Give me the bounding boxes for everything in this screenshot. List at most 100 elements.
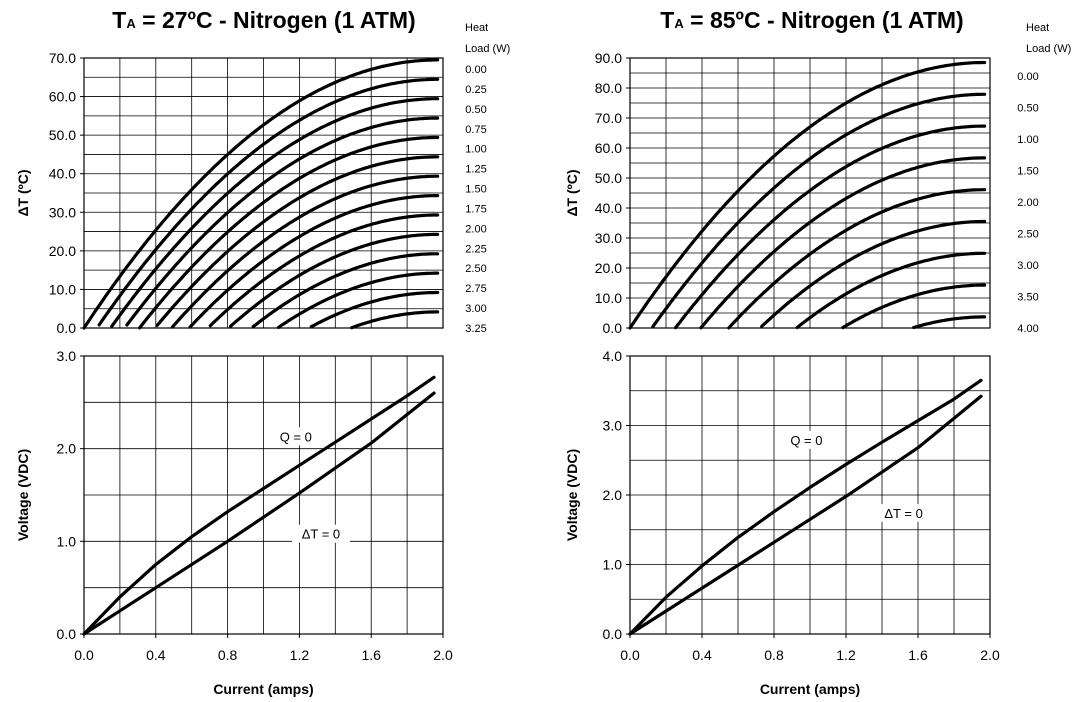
series-line-0.00 (82, 58, 440, 330)
series-line-delta-t-zero (82, 391, 436, 636)
legend-entry: 4.00 (1017, 323, 1038, 335)
series-line-3.00 (795, 251, 987, 330)
legend-title: Heat (465, 22, 488, 34)
series-line-2.00 (208, 213, 440, 328)
series-line-4.00 (912, 315, 987, 330)
y-axis-label: Voltage (VDC) (15, 449, 31, 541)
delta-t-chart: 0.0 10.0 20.0 30.0 40.0 50.0 60.0 70.0 ΔT (ºC) 0.… (15, 50, 487, 336)
x-tick-label: 1.6 (361, 647, 381, 663)
legend-title: Load (W) (465, 43, 510, 55)
legend-entry: 3.00 (465, 303, 486, 315)
series-line-0.00 (628, 60, 987, 330)
y-tick-label: 2.0 (57, 441, 77, 457)
chart-title: TA = 85ºC - Nitrogen (1 ATM) (660, 7, 963, 33)
y-tick-label: 70.0 (595, 110, 622, 126)
series-line-1.50 (170, 174, 440, 329)
y-tick-label: 3.0 (603, 418, 623, 434)
chart-title: TA = 27ºC - Nitrogen (1 ATM) (112, 7, 415, 33)
x-tick-label: 0.0 (620, 647, 640, 663)
x-tick-label: 0.8 (218, 647, 238, 663)
right-panel: TA = 85ºC - Nitrogen (1 ATM) 0.0 10.0 20.0 3… (564, 7, 1071, 697)
delta-t-chart: 0.0 10.0 20.0 30.0 40.0 50.0 60.0 70.0 80.0 90.0 Δ… (564, 50, 1039, 336)
annotation-background (291, 524, 350, 543)
legend-entry: 3.50 (1017, 292, 1038, 304)
x-tick-label: 0.4 (146, 647, 166, 663)
legend-entry: 1.00 (465, 144, 486, 156)
y-tick-label: 50.0 (595, 170, 622, 186)
legend-entry: 3.25 (465, 323, 486, 335)
y-tick-label: 2.0 (603, 487, 623, 503)
series-line-1.75 (188, 194, 440, 329)
y-tick-label: 20.0 (595, 260, 622, 276)
y-tick-label: 0.0 (603, 320, 623, 336)
x-tick-label: 0.4 (692, 647, 712, 663)
y-tick-label: 40.0 (49, 166, 76, 182)
x-tick-label: 2.0 (433, 647, 453, 663)
x-tick-label: 2.0 (980, 647, 1000, 663)
annotation-label: ΔT = 0 (884, 506, 922, 521)
legend-entry: 1.50 (465, 184, 486, 196)
plot-frame (629, 57, 991, 329)
series-line-2.00 (727, 188, 987, 330)
y-tick-label: 3.0 (57, 348, 77, 364)
legend-entry: 2.50 (1017, 229, 1038, 241)
series-line-3.25 (350, 310, 440, 330)
x-tick-label: 0.8 (764, 647, 784, 663)
legend-entry: 0.75 (465, 124, 486, 136)
x-tick-label: 1.2 (836, 647, 856, 663)
y-tick-label: 60.0 (49, 89, 76, 105)
legend-entry: 0.25 (465, 84, 486, 96)
y-tick-label: 10.0 (49, 281, 76, 297)
x-axis-label: Current (amps) (760, 681, 860, 697)
y-axis-label: ΔT (ºC) (15, 169, 31, 216)
y-tick-label: 1.0 (57, 533, 77, 549)
y-tick-label: 1.0 (603, 557, 623, 573)
legend-entry: 2.25 (465, 243, 486, 255)
y-tick-label: 20.0 (49, 243, 76, 259)
series-line-1.25 (155, 155, 440, 327)
series-line-q-zero (82, 375, 436, 636)
legend-entry: 1.50 (1017, 166, 1038, 178)
voltage-chart: 0.0 1.0 2.0 3.0 0.0 0.4 0.8 1.2 1.6 2.0 Current (a… (15, 348, 453, 697)
legend-entry: 2.75 (465, 283, 486, 295)
plot-frame (83, 355, 444, 635)
annotation-background (270, 427, 321, 446)
y-tick-label: 0.0 (603, 626, 623, 642)
legend-entry: 1.75 (465, 203, 486, 215)
legend-entry: 2.00 (465, 223, 486, 235)
legend-entry: 0.50 (465, 104, 486, 116)
y-tick-label: 0.0 (57, 320, 77, 336)
annotation-background (874, 503, 933, 522)
legend-entry: 0.50 (1017, 103, 1038, 115)
x-tick-label: 0.0 (74, 647, 94, 663)
series-line-3.50 (841, 283, 987, 330)
y-tick-label: 30.0 (595, 230, 622, 246)
legend-entry: 0.00 (1017, 71, 1038, 83)
y-tick-label: 4.0 (603, 348, 623, 364)
y-tick-label: 0.0 (57, 626, 77, 642)
y-tick-label: 60.0 (595, 140, 622, 156)
series-line-0.75 (125, 116, 440, 327)
series-line-0.50 (110, 97, 440, 328)
legend-entry: 0.00 (465, 64, 486, 76)
legend-entry: 1.00 (1017, 134, 1038, 146)
x-tick-label: 1.2 (290, 647, 310, 663)
y-axis-label: ΔT (ºC) (564, 169, 580, 216)
series-line-2.50 (760, 219, 987, 328)
series-line-2.50 (251, 252, 440, 329)
y-tick-label: 70.0 (49, 50, 76, 66)
y-tick-label: 90.0 (595, 50, 622, 66)
legend-title: Heat (1026, 22, 1049, 34)
y-axis-label: Voltage (VDC) (564, 449, 580, 541)
series-line-2.75 (276, 271, 440, 329)
annotation-label: Q = 0 (280, 429, 312, 444)
series-line-3.00 (309, 290, 440, 329)
legend-entry: 2.00 (1017, 197, 1038, 209)
left-panel: TA = 27ºC - Nitrogen (1 ATM) 0.0 10.0 20.0 3… (15, 7, 510, 697)
series-line-1.00 (138, 135, 440, 330)
annotation-label: Q = 0 (790, 433, 822, 448)
y-tick-label: 50.0 (49, 127, 76, 143)
y-tick-label: 40.0 (595, 200, 622, 216)
legend-entry: 1.25 (465, 164, 486, 176)
